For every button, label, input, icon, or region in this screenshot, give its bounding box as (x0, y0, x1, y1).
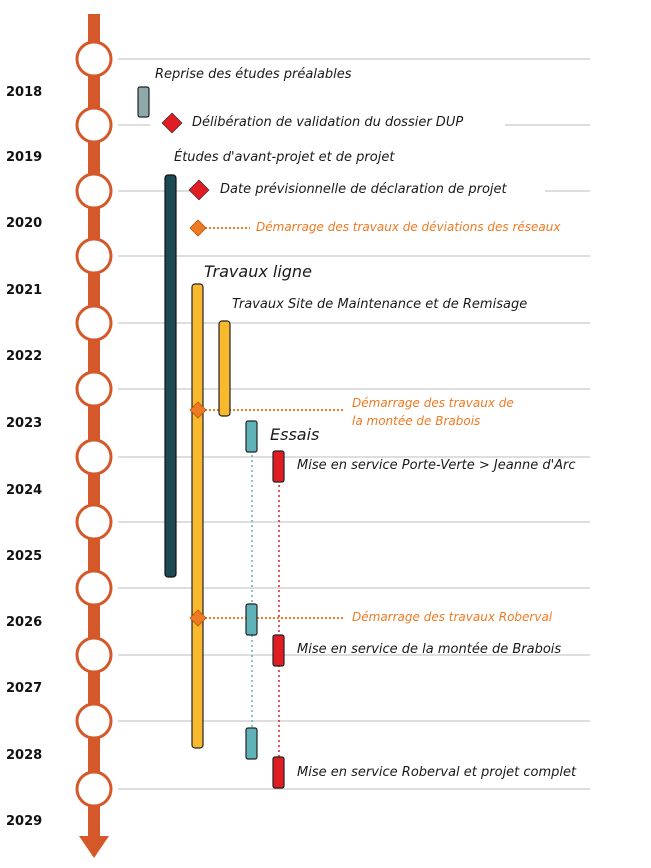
axis-circle-marker (75, 702, 113, 740)
year-label: 2024 (6, 483, 43, 498)
essais-bar (245, 727, 258, 760)
axis-circle-marker (75, 304, 113, 342)
axis-circle-marker (75, 503, 113, 541)
mise-en-service-bar (272, 756, 285, 789)
brabois-diamond-icon (189, 401, 207, 419)
year-label: 2023 (6, 416, 43, 431)
year-label: 2029 (6, 814, 43, 829)
axis-circle-marker (75, 770, 113, 808)
essais-bar (245, 420, 258, 453)
axis-circle-marker (75, 106, 113, 144)
etudes-avant-projet-bar (164, 174, 177, 578)
timeline-axis (88, 14, 100, 844)
year-label: 2025 (6, 549, 43, 564)
axis-circle-marker (75, 370, 113, 408)
essais-bar (245, 603, 258, 636)
year-label: 2022 (6, 349, 43, 364)
reprise-etudes-bar (137, 86, 150, 118)
demarrage-brabois-label-line2: la montée de Brabois (352, 414, 481, 428)
year-label: 2019 (6, 150, 43, 165)
etudes-avant-projet-label: Études d'avant-projet et de projet (174, 150, 395, 165)
axis-circle-marker (75, 569, 113, 607)
deliberation-diamond-icon (161, 112, 183, 134)
axis-circle-marker (75, 237, 113, 275)
year-label: 2021 (6, 283, 43, 298)
year-label: 2026 (6, 615, 43, 630)
axis-circle-marker (75, 636, 113, 674)
demarrage-reseaux-label: Démarrage des travaux de déviations des … (256, 220, 561, 234)
demarrage-brabois-label-line1: Démarrage des travaux de (352, 396, 514, 410)
declaration-label: Date prévisionnelle de déclaration de pr… (220, 182, 507, 197)
travaux-ligne-bar (191, 283, 204, 749)
reprise-etudes-label: Reprise des études préalables (155, 67, 352, 82)
year-label: 2028 (6, 748, 43, 763)
demarrage-roberval-label: Démarrage des travaux Roberval (352, 610, 553, 624)
axis-circle-marker (75, 438, 113, 476)
year-label: 2027 (6, 681, 43, 696)
mise-en-service-brabois-label: Mise en service de la montée de Brabois (297, 642, 562, 657)
travaux-smr-label: Travaux Site de Maintenance et de Remisa… (232, 297, 528, 312)
year-label: 2018 (6, 85, 43, 100)
roberval-diamond-icon (189, 609, 207, 627)
axis-circle-marker (75, 172, 113, 210)
year-label: 2020 (6, 216, 43, 231)
axis-arrow-head (79, 836, 109, 858)
deliberation-label: Délibération de validation du dossier DU… (192, 115, 464, 130)
declaration-diamond-icon (188, 179, 210, 201)
reseaux-diamond-icon (189, 219, 207, 237)
essais-label: Essais (270, 425, 320, 444)
mise-en-service-bar (272, 634, 285, 667)
axis-circle-marker (75, 40, 113, 78)
mise-en-service-bar (272, 450, 285, 483)
mise-en-service-porte-verte-label: Mise en service Porte-Verte > Jeanne d'A… (297, 458, 576, 473)
travaux-smr-bar (218, 320, 231, 417)
travaux-ligne-label: Travaux ligne (204, 262, 312, 281)
mise-en-service-roberval-label: Mise en service Roberval et projet compl… (297, 765, 577, 780)
